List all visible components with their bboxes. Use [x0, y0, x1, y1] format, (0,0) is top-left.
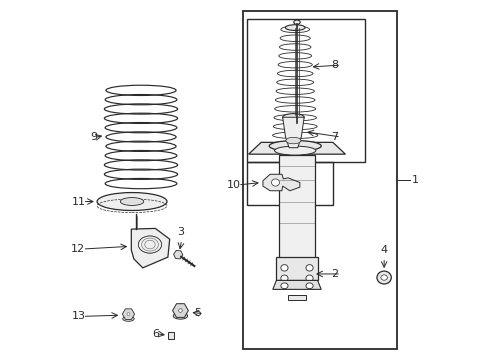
- Ellipse shape: [286, 137, 301, 144]
- Bar: [288, 295, 306, 300]
- Text: 2: 2: [331, 269, 338, 279]
- Ellipse shape: [283, 114, 304, 121]
- Text: 12: 12: [71, 244, 85, 254]
- Text: 8: 8: [331, 60, 338, 70]
- Ellipse shape: [306, 275, 313, 282]
- Ellipse shape: [122, 316, 134, 321]
- Ellipse shape: [269, 140, 321, 151]
- Ellipse shape: [381, 275, 388, 280]
- Text: 13: 13: [72, 311, 85, 321]
- Text: 3: 3: [178, 227, 185, 237]
- Ellipse shape: [127, 313, 130, 316]
- Ellipse shape: [281, 265, 288, 271]
- Ellipse shape: [306, 283, 313, 289]
- Text: 9: 9: [90, 132, 97, 142]
- Polygon shape: [248, 142, 345, 154]
- Text: 6: 6: [153, 329, 160, 339]
- Polygon shape: [131, 228, 170, 268]
- Ellipse shape: [281, 275, 288, 282]
- Text: 11: 11: [72, 197, 85, 207]
- Ellipse shape: [121, 198, 144, 206]
- Ellipse shape: [283, 143, 311, 152]
- Text: 5: 5: [194, 309, 201, 318]
- Ellipse shape: [306, 265, 313, 271]
- Bar: [279, 155, 315, 262]
- Ellipse shape: [97, 193, 167, 211]
- Bar: [276, 257, 318, 280]
- Text: 10: 10: [227, 180, 241, 190]
- Bar: [243, 12, 397, 348]
- Polygon shape: [283, 117, 304, 148]
- Polygon shape: [263, 174, 300, 191]
- Text: 1: 1: [412, 175, 419, 185]
- Ellipse shape: [173, 313, 188, 319]
- Ellipse shape: [274, 146, 316, 155]
- Ellipse shape: [285, 25, 305, 31]
- Ellipse shape: [294, 20, 300, 24]
- Text: 4: 4: [381, 245, 388, 255]
- Ellipse shape: [377, 271, 392, 284]
- Polygon shape: [273, 280, 321, 289]
- Bar: [247, 19, 365, 162]
- Ellipse shape: [281, 283, 288, 289]
- Bar: [247, 162, 333, 205]
- Ellipse shape: [271, 179, 279, 186]
- Ellipse shape: [179, 309, 182, 312]
- Bar: [168, 332, 174, 338]
- Text: 7: 7: [331, 132, 338, 141]
